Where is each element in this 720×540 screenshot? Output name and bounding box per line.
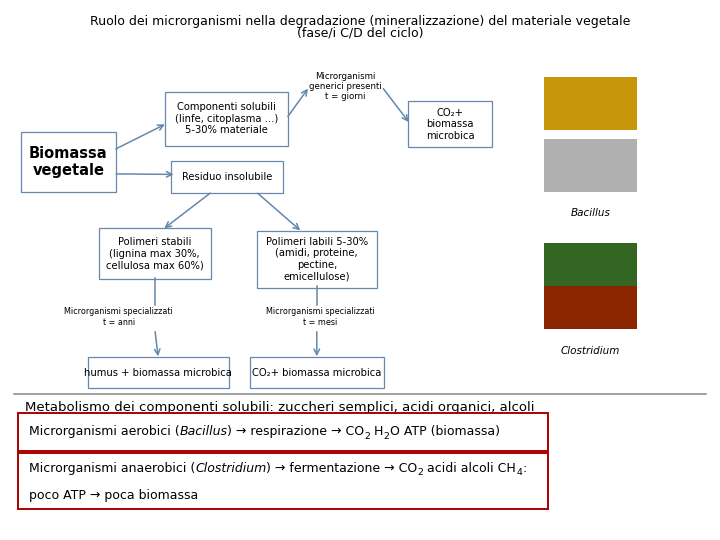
FancyBboxPatch shape bbox=[165, 92, 288, 145]
Text: Clostridium: Clostridium bbox=[561, 346, 620, 356]
Text: Metabolismo dei componenti solubili: zuccheri semplici, acidi organici, alcoli: Metabolismo dei componenti solubili: zuc… bbox=[25, 401, 535, 414]
Text: Polimeri labili 5-30%
(amidi, proteine,
pectine,
emicellulose): Polimeri labili 5-30% (amidi, proteine, … bbox=[266, 237, 368, 281]
Text: Microrganismi specializzati
t = anni: Microrganismi specializzati t = anni bbox=[64, 307, 174, 327]
Text: Clostridium: Clostridium bbox=[195, 462, 266, 475]
Text: 2: 2 bbox=[418, 468, 423, 477]
FancyBboxPatch shape bbox=[99, 228, 211, 279]
FancyBboxPatch shape bbox=[250, 357, 384, 388]
Text: Componenti solubili
(linfe, citoplasma ...)
5-30% materiale: Componenti solubili (linfe, citoplasma .… bbox=[175, 102, 279, 136]
Bar bbox=[544, 286, 637, 329]
Text: Ruolo dei microrganismi nella degradazione (mineralizzazione) del materiale vege: Ruolo dei microrganismi nella degradazio… bbox=[90, 15, 630, 28]
Text: Polimeri stabili
(lignina max 30%,
cellulosa max 60%): Polimeri stabili (lignina max 30%, cellu… bbox=[106, 237, 204, 271]
Bar bbox=[544, 243, 637, 286]
FancyBboxPatch shape bbox=[88, 357, 229, 388]
Text: 2: 2 bbox=[384, 431, 390, 441]
FancyBboxPatch shape bbox=[171, 161, 283, 193]
FancyBboxPatch shape bbox=[18, 453, 548, 509]
Text: (fase/i C/D del ciclo): (fase/i C/D del ciclo) bbox=[297, 27, 423, 40]
Text: ) → fermentazione → CO: ) → fermentazione → CO bbox=[266, 462, 418, 475]
Bar bbox=[544, 139, 637, 192]
Text: Microrganismi anaerobici (: Microrganismi anaerobici ( bbox=[29, 462, 195, 475]
Text: Microrganismi specializzati
t = mesi: Microrganismi specializzati t = mesi bbox=[266, 307, 375, 327]
FancyBboxPatch shape bbox=[257, 231, 377, 288]
FancyBboxPatch shape bbox=[18, 413, 548, 451]
Text: acidi alcoli CH: acidi alcoli CH bbox=[423, 462, 516, 475]
Text: humus + biomassa microbica: humus + biomassa microbica bbox=[84, 368, 233, 377]
Bar bbox=[544, 77, 637, 130]
Text: Microrganismi aerobici (: Microrganismi aerobici ( bbox=[29, 425, 179, 438]
Text: H: H bbox=[370, 425, 384, 438]
Text: Bacillus: Bacillus bbox=[570, 208, 611, 218]
Text: ) → respirazione → CO: ) → respirazione → CO bbox=[228, 425, 364, 438]
Text: :: : bbox=[522, 462, 526, 475]
Text: 2: 2 bbox=[364, 431, 370, 441]
Text: Biomassa
vegetale: Biomassa vegetale bbox=[29, 146, 108, 178]
FancyBboxPatch shape bbox=[22, 132, 115, 192]
Text: 4: 4 bbox=[516, 468, 522, 477]
Text: poco ATP → poca biomassa: poco ATP → poca biomassa bbox=[29, 489, 198, 502]
Text: Microrganismi
generici presenti
t = giorni: Microrganismi generici presenti t = gior… bbox=[309, 71, 382, 102]
FancyBboxPatch shape bbox=[408, 101, 492, 147]
Text: O ATP (biomassa): O ATP (biomassa) bbox=[390, 425, 500, 438]
Text: CO₂+
biomassa
microbica: CO₂+ biomassa microbica bbox=[426, 107, 474, 141]
Text: Residuo insolubile: Residuo insolubile bbox=[181, 172, 272, 182]
Text: Bacillus: Bacillus bbox=[179, 425, 228, 438]
Text: CO₂+ biomassa microbica: CO₂+ biomassa microbica bbox=[252, 368, 382, 377]
